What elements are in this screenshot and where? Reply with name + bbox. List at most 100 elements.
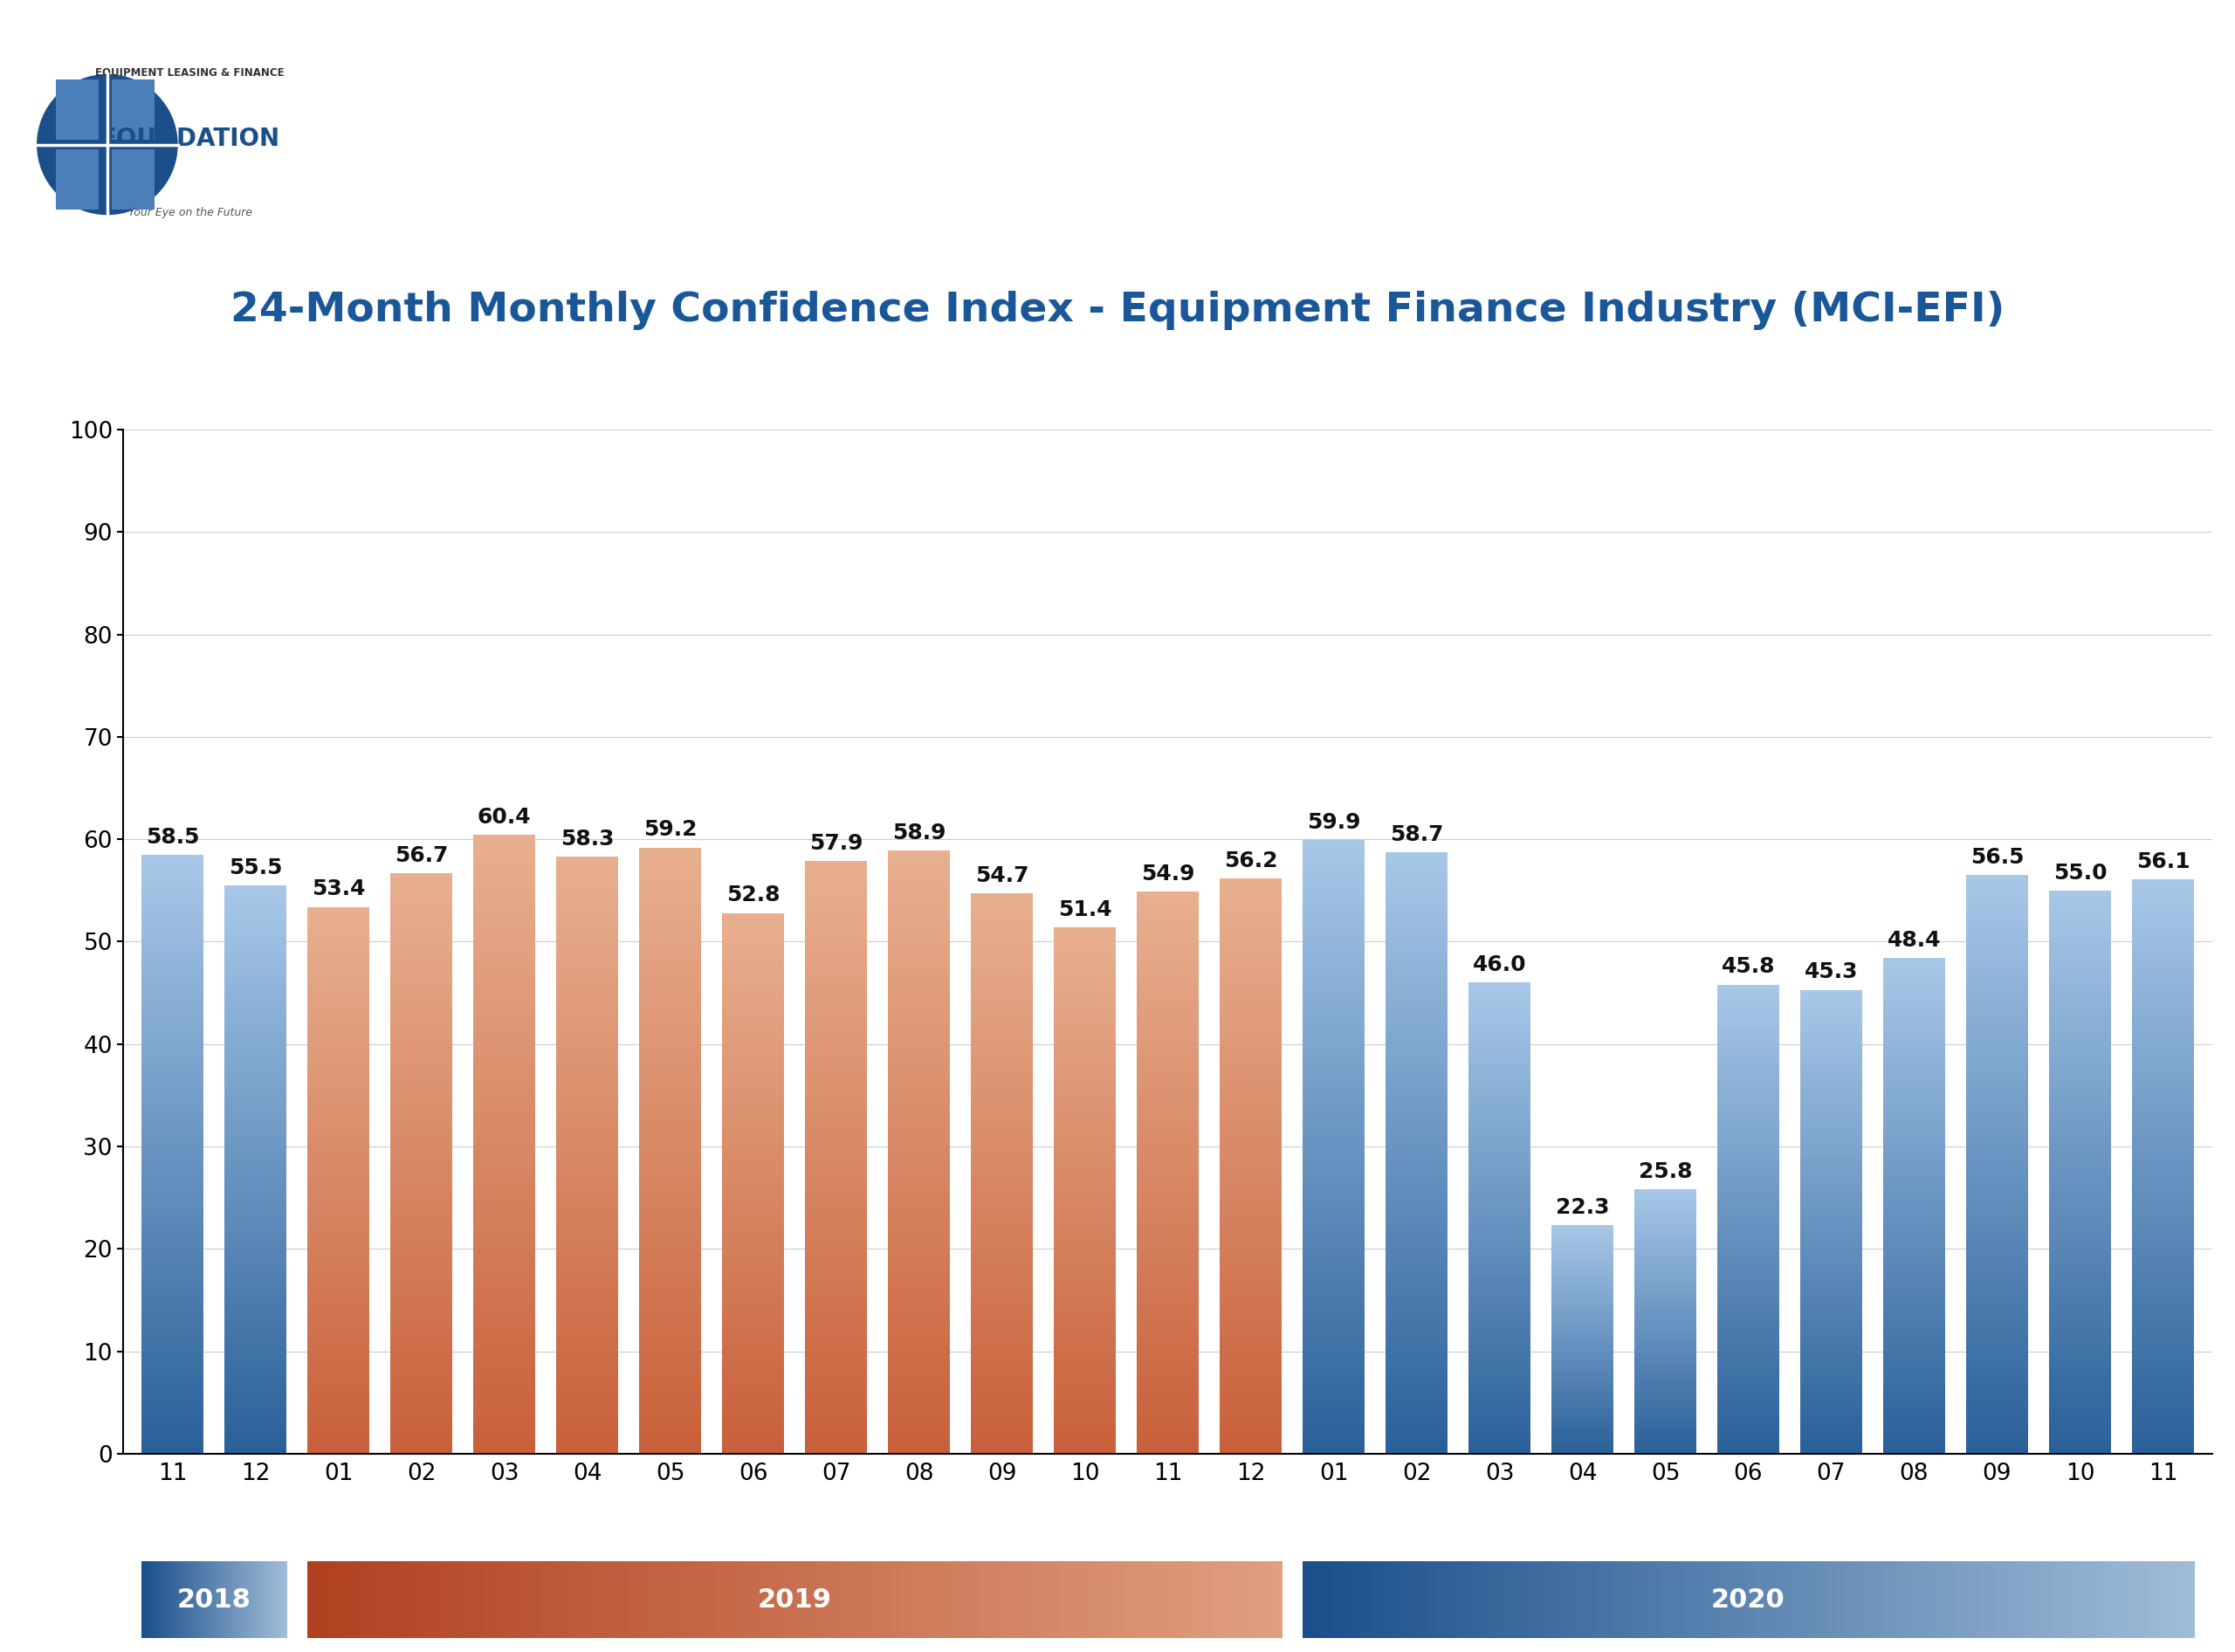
Bar <box>474 1330 536 1336</box>
Bar <box>2132 1561 2141 1639</box>
Bar <box>1386 877 1448 882</box>
Bar <box>722 983 784 988</box>
Bar <box>1386 1406 1448 1412</box>
Bar <box>1303 1013 1366 1018</box>
Bar <box>1468 1237 1531 1242</box>
Bar <box>1138 937 1198 942</box>
Bar <box>1716 1408 1779 1411</box>
Bar <box>2049 1019 2112 1026</box>
Bar <box>1138 1009 1198 1016</box>
Bar <box>1716 1416 1779 1421</box>
Bar <box>557 1298 619 1305</box>
Bar <box>1967 1315 2027 1320</box>
Bar <box>722 1032 784 1037</box>
Bar <box>557 1155 619 1161</box>
Bar <box>1799 999 1862 1004</box>
Bar <box>805 1133 867 1140</box>
Bar <box>887 990 950 995</box>
Bar <box>1884 1275 1944 1280</box>
Bar <box>970 1044 1033 1051</box>
Bar <box>1634 1318 1696 1322</box>
Bar <box>1649 1561 1661 1639</box>
Bar <box>1220 993 1283 999</box>
Bar <box>1819 1561 1828 1639</box>
Bar <box>557 1191 619 1198</box>
Bar <box>805 1436 867 1442</box>
Bar <box>1716 1074 1779 1079</box>
Bar <box>722 1259 784 1264</box>
Bar <box>887 978 950 983</box>
Bar <box>1193 1561 1205 1639</box>
Bar <box>141 1142 203 1148</box>
Bar <box>474 1269 536 1274</box>
Bar <box>1792 1561 1804 1639</box>
Bar <box>474 1231 536 1237</box>
Bar <box>2105 1561 2114 1639</box>
Bar <box>308 983 369 990</box>
Bar <box>1551 1399 1614 1401</box>
Bar <box>1884 1072 1944 1077</box>
Bar <box>308 1449 369 1454</box>
Bar <box>391 1327 451 1332</box>
Bar <box>1884 1424 1944 1429</box>
Bar <box>308 1153 369 1158</box>
Bar <box>308 1561 317 1639</box>
Bar <box>1716 1388 1779 1393</box>
Bar <box>1446 1561 1455 1639</box>
Bar <box>308 957 369 961</box>
Bar <box>1551 1335 1614 1336</box>
Bar <box>1967 1095 2027 1100</box>
Text: 2020: 2020 <box>1712 1588 1786 1612</box>
Bar <box>224 1072 286 1079</box>
Bar <box>1138 1189 1198 1194</box>
Bar <box>722 1270 784 1275</box>
Bar <box>557 1251 619 1257</box>
Bar <box>805 1246 867 1252</box>
Bar <box>391 1343 451 1350</box>
Bar <box>2049 1155 2112 1161</box>
Bar <box>474 983 536 990</box>
Bar <box>1551 1323 1614 1327</box>
Bar <box>1837 1561 1846 1639</box>
Bar <box>1220 1338 1283 1345</box>
Bar <box>1716 1191 1779 1196</box>
Bar <box>1967 1019 2027 1026</box>
Bar <box>1551 1351 1614 1353</box>
Bar <box>308 945 369 950</box>
Bar <box>887 1333 950 1340</box>
Bar <box>1884 1449 1944 1454</box>
Bar <box>145 1561 148 1639</box>
Bar <box>1634 1305 1696 1308</box>
Bar <box>141 1381 203 1388</box>
Bar <box>1634 1358 1696 1361</box>
Bar <box>308 1028 369 1032</box>
Bar <box>805 938 867 943</box>
Bar <box>474 1003 536 1008</box>
Bar <box>557 1036 619 1042</box>
Bar <box>1967 1436 2027 1442</box>
Bar <box>224 1158 286 1165</box>
Bar <box>1634 1312 1696 1313</box>
Bar <box>224 1323 286 1328</box>
Bar <box>1799 1361 1862 1366</box>
Bar <box>474 1206 536 1213</box>
Bar <box>1634 1356 1696 1358</box>
Bar <box>308 1378 369 1383</box>
Bar <box>1468 1439 1531 1444</box>
Bar <box>722 1361 784 1368</box>
Bar <box>722 1254 784 1259</box>
Bar <box>1967 899 2027 904</box>
Bar <box>474 958 536 965</box>
Bar <box>1386 900 1448 907</box>
Bar <box>1634 1404 1696 1406</box>
Bar <box>1303 1275 1366 1282</box>
Bar <box>141 1346 203 1351</box>
Bar <box>391 1006 451 1013</box>
Bar <box>1303 1031 1366 1036</box>
Bar <box>1386 1208 1448 1213</box>
Bar <box>308 1366 369 1371</box>
Bar <box>1799 1282 1862 1287</box>
Bar <box>474 1064 536 1070</box>
Bar <box>2132 937 2195 942</box>
Bar <box>1716 1168 1779 1173</box>
